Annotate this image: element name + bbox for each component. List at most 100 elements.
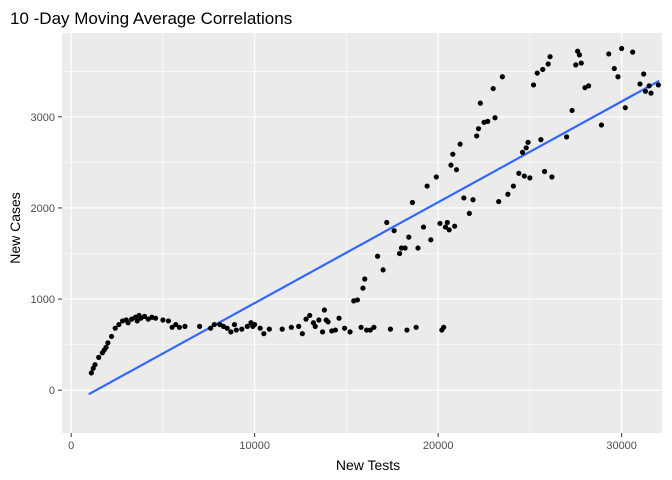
data-point [387, 326, 394, 332]
data-point [261, 331, 267, 337]
data-point [319, 329, 326, 335]
data-point [453, 167, 460, 173]
data-point [611, 65, 617, 72]
data-point [88, 370, 94, 376]
plot-panel [62, 33, 662, 433]
data-point [228, 329, 234, 335]
data-point [516, 170, 522, 176]
data-points [88, 45, 661, 376]
data-point [358, 324, 364, 330]
data-point [105, 340, 111, 346]
data-point [103, 344, 109, 350]
data-point [563, 134, 570, 140]
data-point [341, 325, 348, 331]
data-point [637, 81, 643, 87]
data-point [475, 126, 482, 132]
data-point [452, 223, 458, 229]
data-point [457, 141, 463, 147]
data-point [347, 329, 353, 335]
data-point [424, 183, 430, 189]
data-point [380, 267, 386, 273]
data-point [211, 321, 217, 328]
data-point [576, 52, 583, 58]
data-point [569, 107, 575, 114]
data-point [108, 333, 115, 340]
data-point [547, 54, 553, 60]
data-point [538, 137, 544, 143]
data-point [648, 90, 654, 96]
data-point [332, 327, 338, 333]
data-point [598, 122, 605, 128]
data-point [141, 313, 148, 319]
minor-gridlines [62, 33, 662, 433]
data-point [466, 210, 472, 217]
data-point [303, 316, 309, 322]
data-point [521, 173, 527, 179]
data-point [642, 88, 649, 94]
data-point [630, 49, 636, 55]
data-point [474, 133, 480, 139]
data-point [360, 285, 366, 291]
data-point [450, 151, 456, 157]
data-point [534, 70, 540, 76]
data-point [397, 250, 403, 257]
chart-title: 10 -Day Moving Average Correlations [10, 9, 292, 28]
data-point [125, 320, 131, 326]
data-point [646, 83, 652, 89]
data-point [169, 324, 175, 330]
data-point [510, 183, 516, 189]
data-point [619, 45, 625, 52]
data-point [428, 237, 434, 243]
data-point [257, 325, 263, 331]
y-tick-label: 3000 [31, 112, 55, 124]
x-tick-label: 0 [68, 440, 74, 452]
data-point [92, 362, 98, 368]
data-point [496, 198, 502, 205]
data-point [160, 317, 166, 323]
data-point [527, 175, 533, 181]
data-point [279, 326, 285, 332]
data-point [374, 253, 381, 259]
data-point [288, 324, 294, 330]
data-point [402, 245, 408, 251]
data-point [477, 100, 483, 106]
data-point [134, 318, 140, 324]
data-point [406, 234, 412, 240]
data-point [525, 139, 531, 145]
data-point [316, 317, 322, 323]
data-point [505, 191, 511, 197]
y-tick-label: 2000 [31, 203, 55, 215]
data-point [586, 83, 592, 89]
data-point [239, 326, 245, 332]
data-point [622, 105, 628, 111]
data-point [519, 149, 526, 155]
data-point [233, 327, 239, 333]
data-point [182, 323, 188, 329]
major-gridlines [62, 33, 662, 433]
data-point [367, 327, 373, 333]
data-point [540, 66, 546, 73]
data-point [325, 319, 331, 325]
data-point [492, 115, 498, 121]
data-point [549, 174, 555, 180]
data-point [112, 325, 118, 331]
data-point [461, 195, 467, 201]
x-axis: 0 10000 20000 30000 [68, 433, 637, 452]
y-axis-title: New Cases [7, 192, 23, 264]
data-point [252, 321, 258, 328]
x-axis-title: New Tests [336, 457, 400, 473]
data-point [655, 82, 661, 88]
data-point [208, 325, 214, 331]
data-point [470, 197, 476, 203]
data-point [336, 315, 342, 321]
x-tick-label: 10000 [239, 440, 270, 452]
x-tick-label: 20000 [423, 440, 454, 452]
data-point [541, 168, 548, 175]
data-point [641, 71, 647, 77]
data-point [296, 323, 302, 329]
data-point [545, 61, 551, 67]
data-point [197, 323, 203, 329]
data-point [398, 245, 405, 251]
data-point [391, 228, 397, 234]
